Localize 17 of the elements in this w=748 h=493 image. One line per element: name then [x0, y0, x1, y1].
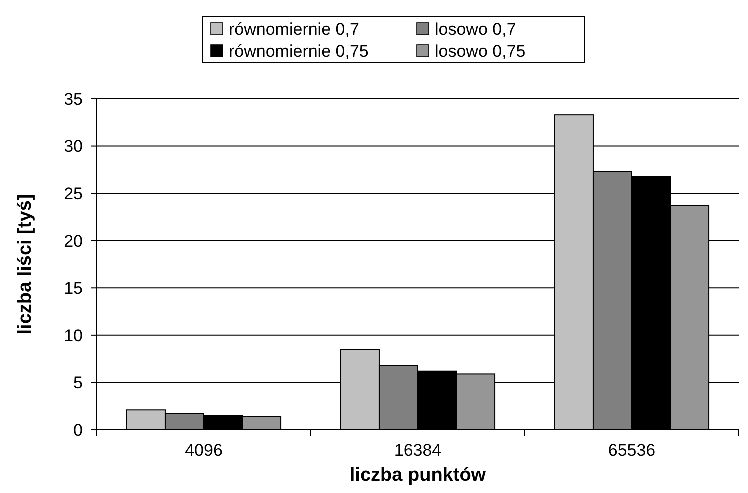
- x-tick-label: 16384: [394, 441, 442, 460]
- y-tick-label: 15: [64, 279, 83, 298]
- x-tick-label: 4096: [185, 441, 223, 460]
- legend-label: równomiernie 0,75: [229, 42, 369, 61]
- legend-label: losowo 0,75: [435, 42, 526, 61]
- x-axis-title: liczba punktów: [350, 465, 486, 486]
- y-tick-label: 30: [64, 137, 83, 156]
- y-tick-label: 0: [74, 420, 83, 440]
- y-tick-label: 5: [74, 374, 83, 393]
- y-tick-label: 10: [64, 326, 83, 346]
- legend-label: losowo 0,7: [435, 20, 516, 39]
- y-tick-label: 35: [64, 90, 83, 109]
- y-axis-title: liczba liści [tyś]: [15, 194, 36, 335]
- x-tick-label: 65536: [608, 441, 656, 460]
- legend-label: równomiernie 0,7: [229, 20, 360, 39]
- y-tick-label: 25: [64, 184, 83, 204]
- y-tick-label: 20: [64, 232, 83, 251]
